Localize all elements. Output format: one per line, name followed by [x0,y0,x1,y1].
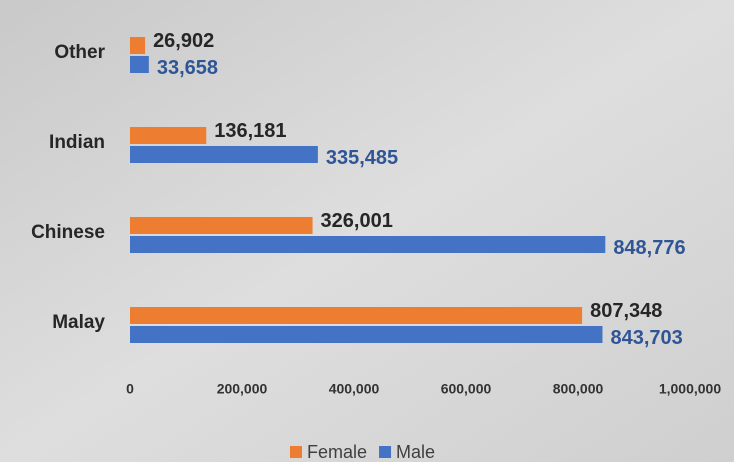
legend-swatch [379,446,391,458]
data-label: 335,485 [326,147,398,169]
x-tick-label: 1,000,000 [659,381,721,397]
legend-label: Female [307,442,367,462]
bar [130,37,145,54]
data-label: 807,348 [590,300,662,322]
x-tick-label: 600,000 [441,381,492,397]
x-tick-label: 200,000 [217,381,268,397]
bar [130,326,602,343]
data-label: 843,703 [610,327,682,349]
bar [130,307,582,324]
data-label: 33,658 [157,57,218,79]
bar [130,217,313,234]
legend-label: Male [396,442,435,462]
bar [130,127,206,144]
bar [130,236,605,253]
y-tick-label: Other [54,42,105,63]
data-label: 26,902 [153,30,214,52]
chart: 0 200,000 400,000 600,000 800,000 1,000,000 Ot… [0,0,734,462]
data-label: 848,776 [613,237,685,259]
y-tick-label: Chinese [31,222,105,243]
data-label: 326,001 [321,210,393,232]
y-tick-label: Indian [49,132,105,153]
bar [130,56,149,73]
data-label: 136,181 [214,120,286,142]
y-tick-label: Malay [52,312,105,333]
x-tick-label: 800,000 [553,381,604,397]
legend-swatch [290,446,302,458]
x-tick-label: 0 [126,381,134,397]
x-tick-label: 400,000 [329,381,380,397]
bar [130,146,318,163]
